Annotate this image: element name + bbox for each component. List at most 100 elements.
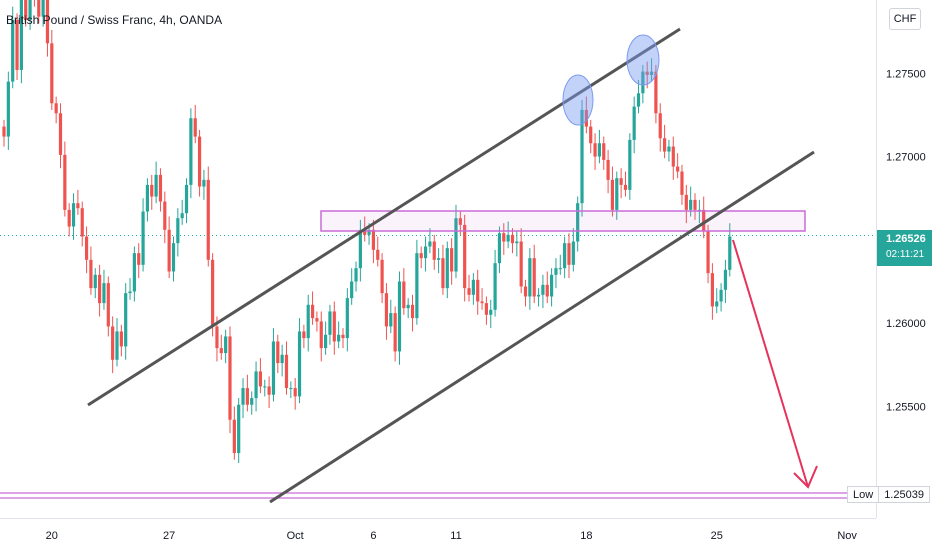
bear-candle <box>58 113 63 155</box>
bear-candle <box>467 288 471 295</box>
upper-channel-line <box>87 27 681 407</box>
bar-countdown-label: 02:11:21 <box>886 249 925 260</box>
bull-candle <box>358 229 362 269</box>
bull-candle <box>406 304 410 309</box>
bull-candle <box>649 71 654 75</box>
bear-candle <box>376 249 380 260</box>
price-tick-label: 1.27500 <box>886 68 926 80</box>
time-tick-label: 6 <box>370 530 376 542</box>
bull-candle <box>719 289 723 302</box>
bear-candle <box>441 258 445 289</box>
bull-candle <box>202 179 206 187</box>
bull-candle <box>93 274 97 289</box>
bear-candle <box>680 171 684 195</box>
bull-candle <box>180 213 184 219</box>
bear-candle <box>706 231 710 274</box>
bear-candle <box>98 274 102 304</box>
bear-candle <box>267 386 271 395</box>
bear-candle <box>215 326 219 349</box>
bull-candle <box>563 243 567 269</box>
bear-candle <box>24 0 28 20</box>
bear-candle <box>284 354 289 389</box>
bull-candle <box>132 253 136 292</box>
bear-candle <box>293 388 297 397</box>
bull-candle <box>297 331 302 397</box>
resistance-zone <box>320 210 806 232</box>
bull-candle <box>328 311 332 335</box>
bear-candle <box>197 136 202 187</box>
bear-candle <box>371 229 376 250</box>
bear-candle <box>2 126 6 137</box>
bull-candle <box>337 334 341 342</box>
currency-button[interactable]: CHF <box>889 8 921 30</box>
bear-candle <box>341 334 345 339</box>
bear-candle <box>45 0 50 44</box>
bull-candle <box>423 246 428 259</box>
bear-candle <box>519 241 523 287</box>
bull-candle <box>115 331 119 360</box>
time-tick-label: 11 <box>450 530 461 542</box>
bear-candle <box>432 241 436 260</box>
top-marker-ellipse-1 <box>562 74 594 126</box>
bull-candle <box>454 218 458 272</box>
bull-candle <box>289 388 293 390</box>
bull-candle <box>189 118 193 185</box>
bull-candle <box>528 258 532 297</box>
bull-candle <box>632 106 636 140</box>
bull-candle <box>19 0 23 70</box>
bear-candle <box>211 259 215 327</box>
bear-candle <box>228 336 232 420</box>
bull-candle <box>515 241 519 244</box>
bear-candle <box>654 71 658 114</box>
bull-candle <box>615 178 619 210</box>
bull-candle <box>124 293 128 347</box>
bear-candle <box>384 293 389 327</box>
bear-candle <box>193 118 197 137</box>
low-price-tag: Low 1.25039 <box>847 486 930 503</box>
bear-candle <box>545 284 549 297</box>
time-tick-label: 25 <box>711 530 723 542</box>
bear-candle <box>710 273 714 307</box>
bear-candle <box>106 283 110 327</box>
bull-candle <box>154 174 158 197</box>
bull-candle <box>397 281 402 352</box>
bear-candle <box>623 184 628 190</box>
bull-candle <box>145 184 150 212</box>
bear-candle <box>676 166 680 172</box>
bull-candle <box>445 248 449 289</box>
bull-candle <box>11 19 15 82</box>
bear-candle <box>232 419 236 454</box>
bull-candle <box>636 93 641 107</box>
bear-candle <box>137 253 141 265</box>
bull-candle <box>728 236 732 270</box>
bull-candle <box>580 109 584 204</box>
price-tick-label: 1.26000 <box>886 318 926 330</box>
bear-candle <box>476 279 480 302</box>
bear-candle <box>315 318 319 322</box>
bull-candle <box>141 211 145 265</box>
bear-candle <box>567 243 571 265</box>
low-price-value: 1.25039 <box>879 486 930 503</box>
price-tick-label: 1.25500 <box>886 401 926 413</box>
bear-candle <box>610 179 615 210</box>
bull-candle <box>224 336 228 354</box>
bull-candle <box>28 0 32 20</box>
bull-candle <box>128 291 132 294</box>
time-tick-label: 18 <box>580 530 592 542</box>
bear-candle <box>510 234 515 244</box>
bear-candle <box>402 281 406 309</box>
bull-candle <box>280 354 284 364</box>
bull-candle <box>389 313 393 327</box>
projection-arrow-line <box>732 239 809 488</box>
bear-candle <box>363 229 367 235</box>
bull-candle <box>428 241 432 247</box>
bull-candle <box>641 71 645 94</box>
bear-candle <box>15 19 19 70</box>
bear-candle <box>702 209 706 232</box>
bear-candle <box>54 103 58 114</box>
bear-candle <box>37 0 41 17</box>
bear-candle <box>258 371 263 387</box>
bear-candle <box>50 43 54 104</box>
bull-candle <box>571 241 575 265</box>
